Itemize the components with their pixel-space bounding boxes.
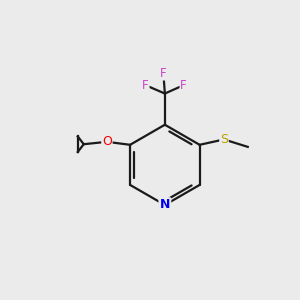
Text: N: N	[160, 199, 170, 212]
Text: F: F	[180, 79, 187, 92]
Text: F: F	[160, 67, 167, 80]
Text: O: O	[102, 135, 112, 148]
Text: S: S	[220, 133, 228, 146]
Text: F: F	[142, 79, 149, 92]
